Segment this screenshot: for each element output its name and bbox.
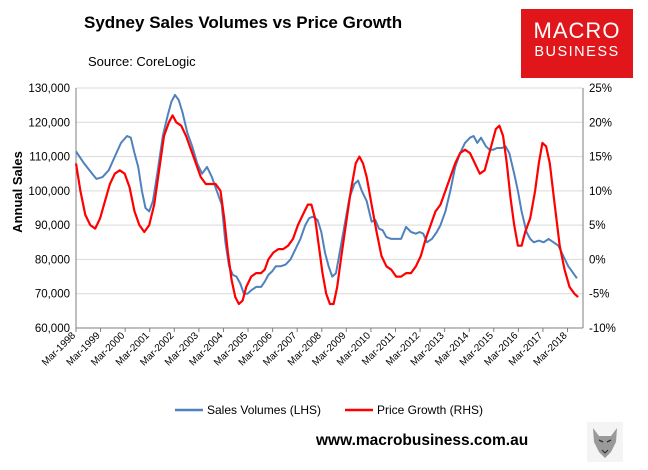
y-left-tick-label: 70,000 <box>35 289 70 301</box>
legend-price-label: Price Growth (RHS) <box>377 403 483 417</box>
footer-url: www.macrobusiness.com.au <box>316 432 529 449</box>
logo-line1: MACRO <box>533 18 621 43</box>
y-right-tick-label: 5% <box>589 220 606 232</box>
y-right-tick-label: -5% <box>589 289 609 301</box>
y-left-tick-label: 60,000 <box>35 323 70 335</box>
logo-line2: BUSINESS <box>534 44 620 60</box>
x-axis-ticks: Mar-1998Mar-1999Mar-2000Mar-2001Mar-2002… <box>40 328 570 368</box>
sales-volumes-line <box>75 93 578 295</box>
wolf-logo-icon <box>587 422 623 462</box>
axes <box>75 88 584 329</box>
y-right-tick-label: 25% <box>589 83 612 95</box>
y-left-tick-label: 110,000 <box>29 152 70 164</box>
y-right-tick-label: 10% <box>589 186 612 198</box>
macrobusiness-logo: MACRO BUSINESS <box>521 9 633 78</box>
y-left-tick-label: 80,000 <box>35 254 70 266</box>
series-lines <box>74 93 579 306</box>
y-axis-label: Annual Sales <box>10 151 25 233</box>
y-right-tick-label: -10% <box>589 323 616 335</box>
price-growth-line <box>74 114 579 306</box>
y-right-tick-label: 20% <box>589 117 612 129</box>
y-left-tick-label: 90,000 <box>35 220 70 232</box>
gridlines <box>76 87 583 329</box>
chart-title: Sydney Sales Volumes vs Price Growth <box>84 13 403 32</box>
y-right-ticks: -10% -5% 0% 5% 10% 15% 20% 25% <box>589 83 616 335</box>
y-right-tick-label: 0% <box>589 254 606 266</box>
y-left-ticks: 60,000 70,000 80,000 90,000 100,000 110,000 12… <box>28 83 70 335</box>
y-left-tick-label: 130,000 <box>28 83 70 95</box>
chart-source: Source: CoreLogic <box>88 54 196 69</box>
legend: Sales Volumes (LHS) Price Growth (RHS) <box>175 403 483 417</box>
y-left-tick-label: 120,000 <box>28 117 70 129</box>
legend-sales-label: Sales Volumes (LHS) <box>207 403 321 417</box>
y-right-tick-label: 15% <box>589 152 612 164</box>
y-left-tick-label: 100,000 <box>28 186 70 198</box>
